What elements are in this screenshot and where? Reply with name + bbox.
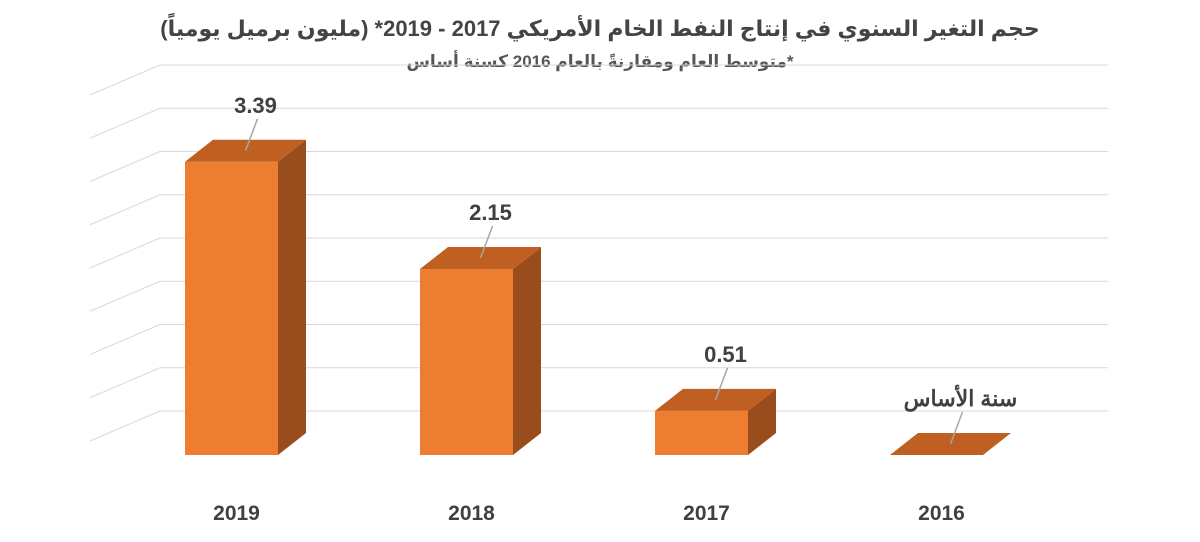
gridline-side <box>89 280 161 312</box>
category-label: 2016 <box>918 502 965 525</box>
bar-front <box>420 269 513 455</box>
bar-front <box>655 410 748 455</box>
bar-side <box>278 139 306 455</box>
gridline-side <box>89 324 161 355</box>
gridline-side <box>89 410 161 442</box>
bar-front <box>185 161 278 455</box>
gridline-side <box>89 151 161 182</box>
data-label: سنة الأساس <box>904 384 1018 412</box>
bar-side <box>748 388 776 455</box>
data-label-leader <box>714 367 729 401</box>
data-label: 2.15 <box>469 200 512 225</box>
chart-subtitle: *متوسط العام ومقارنةً بالعام 2016 كسنة أ… <box>406 52 794 71</box>
category-label: 2018 <box>448 502 495 525</box>
chart-title: حجم التغير السنوي في إنتاج النفط الخام ا… <box>160 16 1040 41</box>
data-label-leader <box>244 118 259 152</box>
gridline-side <box>89 367 161 399</box>
data-label-leader <box>479 225 494 259</box>
data-label: 0.51 <box>704 342 747 367</box>
data-label-leader <box>949 411 964 445</box>
bar-side <box>513 247 541 455</box>
category-label: 2017 <box>683 502 730 525</box>
data-label: 3.39 <box>234 93 277 118</box>
gridline-side <box>89 107 161 139</box>
category-label: 2019 <box>213 502 260 525</box>
gridline-side <box>89 194 161 226</box>
gridline-side <box>89 237 161 269</box>
gridline-side <box>89 64 161 96</box>
